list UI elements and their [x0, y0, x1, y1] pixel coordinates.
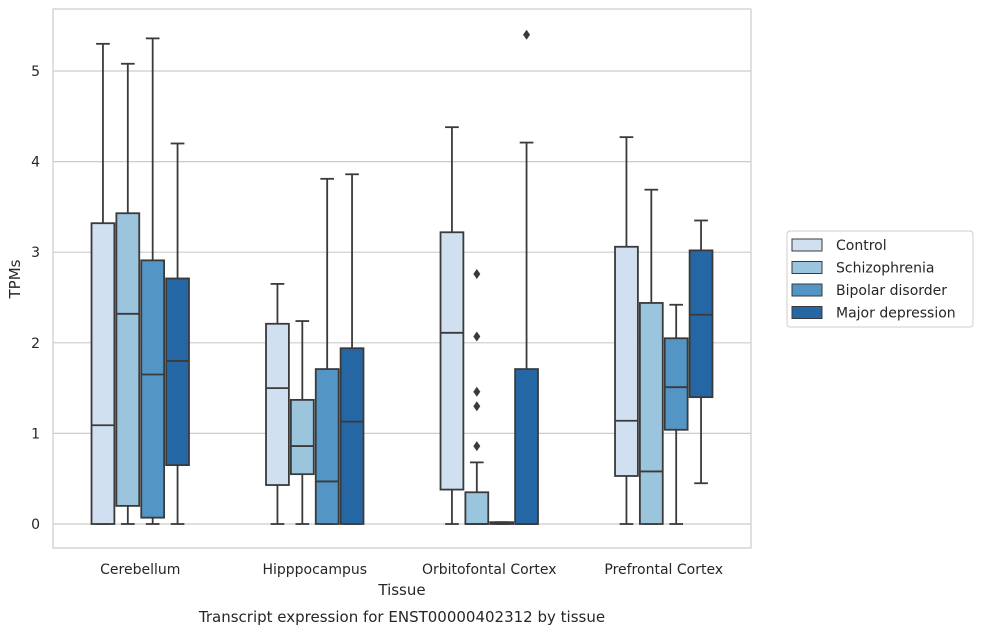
box-rect — [439, 231, 465, 491]
box-0-0 — [90, 42, 116, 525]
box-1-3 — [339, 173, 365, 525]
box-rect — [514, 368, 539, 525]
box-2-0 — [439, 126, 465, 525]
legend-swatch — [791, 238, 823, 252]
y-tick-label: 3 — [31, 245, 40, 261]
legend-frame — [786, 230, 974, 328]
plot-frame — [52, 8, 752, 549]
x-tick-label: Cerebellum — [100, 562, 180, 578]
y-tick-label: 1 — [31, 426, 40, 442]
box-1-0 — [265, 283, 290, 525]
x-axis-title: Tissue — [377, 581, 425, 599]
box-0-1 — [115, 62, 141, 525]
x-tick-label: Orbitofontal Cortex — [422, 562, 557, 578]
outlier-point — [473, 386, 481, 397]
boxes-layer — [90, 29, 714, 525]
box-0-2 — [140, 37, 166, 525]
box-rect — [464, 491, 490, 525]
y-tick-label: 4 — [31, 155, 40, 171]
y-tick-label: 0 — [31, 517, 40, 533]
legend-label: Control — [836, 238, 887, 254]
legend: Control Schizophrenia Bipolar disorder Majo… — [786, 230, 974, 328]
y-tick-label: 2 — [31, 336, 40, 352]
box-rect — [90, 222, 116, 525]
x-tick-label: Hipppocampus — [262, 562, 367, 578]
box-2-2 — [489, 521, 515, 525]
box-3-1 — [638, 188, 664, 525]
box-2-3 — [514, 29, 539, 525]
box-rect — [140, 259, 166, 519]
y-tick-labels: 0 1 2 3 4 5 — [31, 64, 40, 533]
box-rect — [663, 337, 689, 431]
x-tick-labels: Cerebellum Hipppocampus Orbitofontal Corte… — [100, 562, 723, 578]
outlier-point — [473, 441, 481, 452]
box-2-1 — [464, 268, 490, 525]
box-0-3 — [165, 142, 190, 525]
box-rect — [339, 347, 365, 525]
box-rect — [688, 249, 714, 399]
chart-caption: Transcript expression for ENST0000040231… — [198, 608, 605, 626]
outlier-point — [473, 268, 481, 279]
box-rect — [638, 302, 664, 525]
legend-label: Major depression — [836, 306, 956, 322]
box-rect — [115, 212, 141, 507]
box-rect — [289, 398, 315, 476]
box-3-3 — [688, 219, 714, 485]
outlier-point — [473, 401, 481, 412]
outlier-point — [473, 331, 481, 342]
box-1-1 — [289, 320, 315, 525]
outlier-point — [523, 29, 531, 40]
y-axis-title: TPMs — [6, 259, 24, 299]
box-rect — [165, 277, 190, 467]
box-1-2 — [314, 177, 340, 525]
legend-label: Bipolar disorder — [836, 283, 947, 299]
box-rect — [265, 322, 290, 486]
box-3-2 — [663, 303, 689, 525]
legend-label: Schizophrenia — [836, 261, 934, 277]
box-rect — [614, 245, 639, 477]
y-tick-label: 5 — [31, 64, 40, 80]
x-tick-label: Prefrontal Cortex — [604, 562, 723, 578]
box-3-0 — [614, 136, 639, 525]
box-rect — [314, 368, 340, 525]
legend-swatch — [791, 261, 823, 274]
legend-swatch — [791, 283, 823, 297]
legend-swatch — [791, 306, 823, 319]
